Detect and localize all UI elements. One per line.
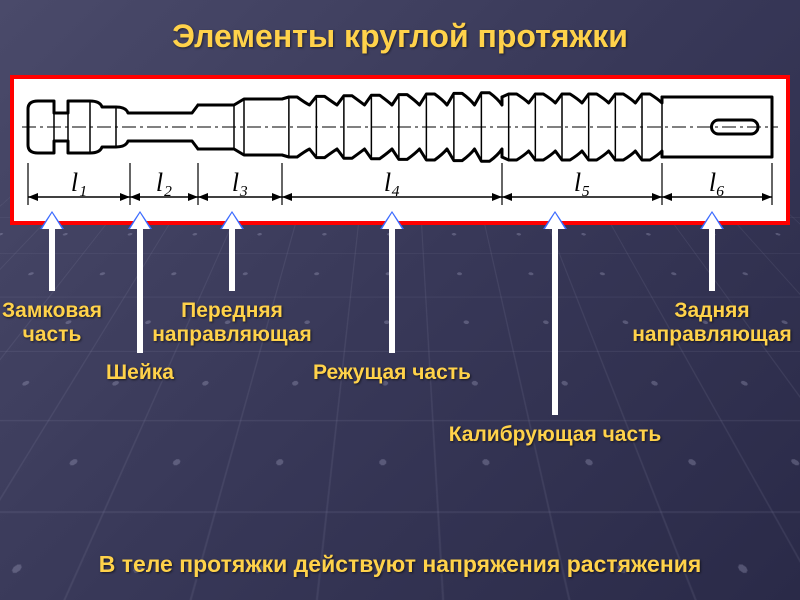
slide-title: Элементы круглой протяжки bbox=[0, 0, 800, 55]
callout-label-rear: Задняянаправляющая bbox=[632, 299, 792, 347]
svg-text:l₆: l₆ bbox=[709, 168, 725, 197]
callout-arrow-neck bbox=[137, 225, 143, 353]
svg-text:l₄: l₄ bbox=[384, 168, 400, 197]
callout-label-front: Передняянаправляющая bbox=[152, 299, 312, 347]
broach-drawing: l₁ l₂ l₃ l₄ l₅ l₆ bbox=[20, 87, 780, 217]
callout-arrow-cutting bbox=[389, 225, 395, 353]
slide: Элементы круглой протяжки l₁ l₂ l₃ l₄ l₅ l₆ З… bbox=[0, 0, 800, 600]
callout-arrow-front bbox=[229, 225, 235, 291]
callout-label-lock: Замковаячасть bbox=[2, 299, 102, 347]
diagram-frame: l₁ l₂ l₃ l₄ l₅ l₆ bbox=[10, 75, 790, 225]
callout-label-sizing: Калибрующая часть bbox=[449, 423, 662, 447]
callout-arrow-rear bbox=[709, 225, 715, 291]
svg-text:l₃: l₃ bbox=[232, 168, 248, 197]
svg-text:l₁: l₁ bbox=[71, 168, 87, 197]
callouts-area: ЗамковаячастьШейкаПередняянаправляющаяРе… bbox=[10, 225, 790, 505]
callout-label-neck: Шейка bbox=[106, 361, 174, 385]
callout-label-cutting: Режущая часть bbox=[313, 361, 471, 385]
footer-note: В теле протяжки действуют напряжения рас… bbox=[0, 551, 800, 578]
svg-text:l₅: l₅ bbox=[574, 168, 590, 197]
callout-arrow-sizing bbox=[552, 225, 558, 415]
svg-text:l₂: l₂ bbox=[156, 168, 172, 197]
callout-arrow-lock bbox=[49, 225, 55, 291]
